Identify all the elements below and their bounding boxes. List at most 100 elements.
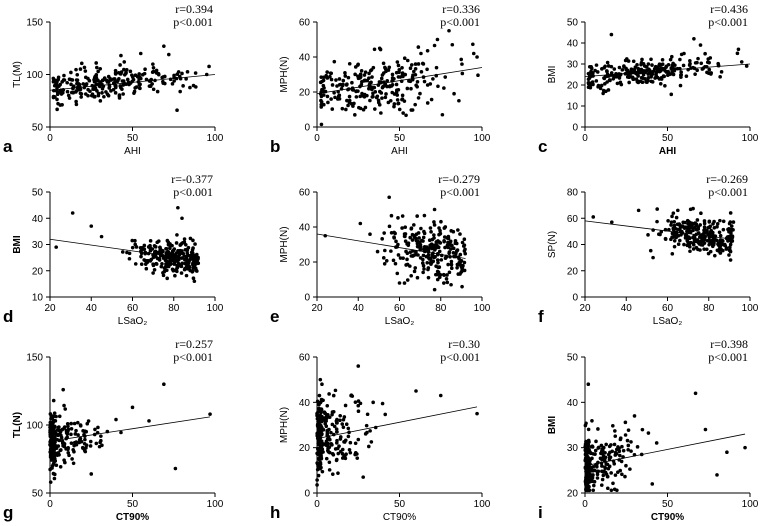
data-point <box>390 76 395 80</box>
data-point <box>600 464 604 468</box>
y-tick-label: 20 <box>32 266 44 277</box>
data-point <box>161 270 165 275</box>
data-point <box>72 421 77 426</box>
data-point <box>340 83 345 88</box>
p-value-label: p<0.001 <box>173 15 213 29</box>
data-point <box>319 465 323 470</box>
data-point <box>699 61 704 66</box>
data-point <box>415 275 420 280</box>
data-point <box>150 70 155 75</box>
data-point <box>358 72 363 77</box>
x-tick-label: 0 <box>582 499 588 510</box>
correlation-r-label: r=0.257 <box>175 337 213 351</box>
data-point <box>184 77 188 81</box>
data-point <box>691 235 695 240</box>
data-point <box>432 223 437 227</box>
data-point <box>69 82 73 87</box>
data-point <box>53 78 58 83</box>
data-point <box>69 432 73 437</box>
data-point <box>320 382 324 387</box>
data-point <box>96 93 101 98</box>
data-point <box>617 65 622 70</box>
data-point <box>663 84 667 88</box>
data-point <box>53 459 58 463</box>
x-tick-label: 80 <box>168 303 180 314</box>
data-point <box>711 235 715 239</box>
data-point <box>92 77 96 82</box>
data-point <box>88 444 93 448</box>
data-point <box>331 452 336 457</box>
data-point <box>62 73 66 78</box>
data-point <box>100 87 105 91</box>
data-point <box>376 83 381 87</box>
y-axis-label: TL(M) <box>12 61 23 88</box>
data-point <box>381 71 386 75</box>
data-point <box>84 446 88 450</box>
data-point <box>179 271 184 275</box>
data-point <box>325 428 330 433</box>
data-point <box>184 254 189 259</box>
data-point <box>587 81 592 85</box>
data-point <box>397 107 402 112</box>
data-point <box>335 441 339 445</box>
data-point <box>632 453 637 457</box>
data-point <box>708 249 713 254</box>
data-point <box>687 220 691 224</box>
x-tick-label: 100 <box>742 133 759 144</box>
data-point <box>189 250 194 255</box>
data-point <box>145 260 150 265</box>
data-point <box>118 84 123 88</box>
data-point <box>693 391 698 396</box>
y-tick-label: 150 <box>26 353 43 364</box>
y-tick-label: 20 <box>567 266 579 277</box>
data-point <box>396 75 401 79</box>
data-point <box>459 270 463 274</box>
data-point <box>151 65 156 70</box>
data-point <box>130 238 135 243</box>
chart-panel-e: 20 40 60 80 1000204060LSaO₂MPH(N)r=-0.279p<0… <box>270 172 491 327</box>
data-point <box>678 66 682 71</box>
data-point <box>344 107 348 112</box>
p-value-label: p<0.001 <box>440 185 480 199</box>
data-point <box>404 113 408 118</box>
data-point <box>721 219 726 224</box>
data-point <box>625 68 630 73</box>
data-point <box>708 224 713 229</box>
data-point <box>442 235 447 239</box>
data-point <box>587 488 592 493</box>
data-point <box>395 245 399 249</box>
data-point <box>318 377 323 382</box>
data-point <box>93 427 97 432</box>
data-point <box>337 82 342 87</box>
data-point <box>621 455 625 459</box>
p-value-label: p<0.001 <box>173 185 213 199</box>
regression-line <box>49 416 211 442</box>
data-point <box>584 463 589 467</box>
panel-label: h <box>270 503 280 522</box>
data-point <box>421 263 426 268</box>
data-point <box>383 248 387 253</box>
data-point <box>639 452 644 457</box>
data-point <box>429 262 433 266</box>
y-tick-label: 40 <box>567 39 579 50</box>
data-point <box>729 224 734 228</box>
data-point <box>184 273 189 278</box>
data-point <box>54 414 58 419</box>
data-point <box>178 89 182 94</box>
data-point <box>323 422 328 426</box>
data-point <box>589 64 593 69</box>
data-point <box>421 253 426 258</box>
data-point <box>102 76 107 80</box>
data-point <box>593 448 598 453</box>
data-point <box>133 238 137 243</box>
data-point <box>412 235 417 239</box>
data-point <box>646 75 651 80</box>
data-point <box>670 54 674 59</box>
data-point <box>56 101 60 106</box>
data-point <box>329 442 334 446</box>
data-point <box>94 61 98 65</box>
x-tick-label: 100 <box>474 499 491 510</box>
data-point <box>458 252 463 257</box>
data-point <box>706 57 711 61</box>
x-tick-label: 40 <box>86 303 98 314</box>
